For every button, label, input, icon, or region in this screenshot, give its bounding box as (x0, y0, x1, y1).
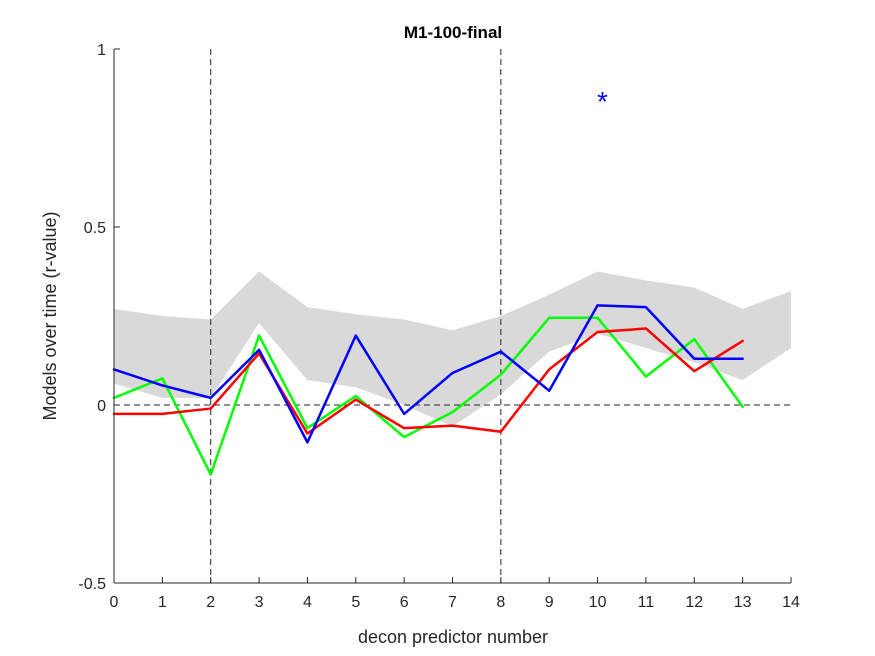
significance-marker: * (597, 86, 608, 117)
series-layer (112, 304, 744, 476)
x-tick-label: 11 (638, 594, 655, 611)
confidence-band-layer (114, 271, 791, 427)
y-tick-label: -0.5 (78, 576, 106, 593)
chart-title: M1-100-final (404, 23, 502, 42)
x-tick-label: 14 (782, 594, 800, 611)
x-tick-label: 3 (255, 594, 264, 611)
annotations: * (597, 86, 608, 117)
series-line-3 (112, 304, 744, 444)
x-tick-label: 12 (685, 594, 703, 611)
confidence-band (114, 271, 791, 427)
x-tick-label: 1 (158, 594, 167, 611)
y-tick-label: 0.5 (84, 220, 106, 237)
x-tick-label: 7 (448, 594, 457, 611)
x-tick-label: 6 (400, 594, 409, 611)
x-tick-label: 13 (734, 594, 752, 611)
reference-lines-layer (114, 49, 791, 583)
series-line-2 (112, 327, 744, 435)
x-tick-label: 9 (545, 594, 554, 611)
x-tick-label: 10 (589, 594, 607, 611)
y-axis-label: Models over time (r-value) (40, 211, 60, 420)
x-tick-label: 8 (496, 594, 505, 611)
x-tick-label: 5 (351, 594, 360, 611)
y-tick-label: 0 (97, 398, 106, 415)
x-axis-label: decon predictor number (358, 627, 548, 647)
x-tick-label: 4 (303, 594, 312, 611)
x-tick-label: 2 (206, 594, 215, 611)
axes (113, 48, 792, 584)
series-line-1 (112, 316, 744, 476)
tick-labels: 0 1 2 3 4 5 6 7 8 9 10 11 12 13 14-0.500.51 (78, 42, 800, 611)
y-tick-label: 1 (97, 42, 106, 59)
x-tick-label: 0 (110, 594, 119, 611)
